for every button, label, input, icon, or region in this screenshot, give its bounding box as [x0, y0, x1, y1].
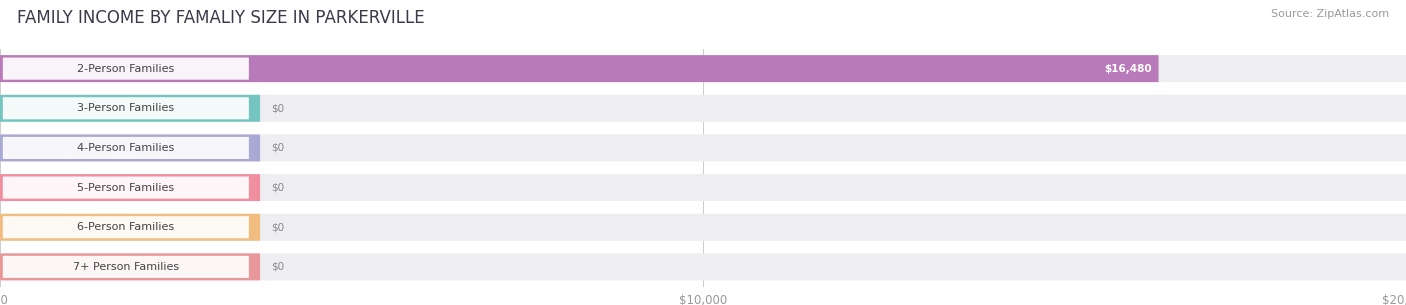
Text: $0: $0 — [271, 262, 284, 272]
FancyBboxPatch shape — [0, 214, 260, 241]
Text: $0: $0 — [271, 222, 284, 232]
Text: 4-Person Families: 4-Person Families — [77, 143, 174, 153]
Text: $0: $0 — [271, 143, 284, 153]
FancyBboxPatch shape — [0, 214, 1406, 241]
Text: 3-Person Families: 3-Person Families — [77, 103, 174, 113]
FancyBboxPatch shape — [3, 58, 249, 80]
FancyBboxPatch shape — [3, 97, 249, 119]
Text: 5-Person Families: 5-Person Families — [77, 183, 174, 192]
FancyBboxPatch shape — [3, 177, 249, 199]
FancyBboxPatch shape — [0, 135, 260, 161]
Text: FAMILY INCOME BY FAMALIY SIZE IN PARKERVILLE: FAMILY INCOME BY FAMALIY SIZE IN PARKERV… — [17, 9, 425, 27]
FancyBboxPatch shape — [0, 95, 260, 122]
Text: $0: $0 — [271, 103, 284, 113]
Text: $0: $0 — [271, 183, 284, 192]
FancyBboxPatch shape — [0, 55, 1159, 82]
FancyBboxPatch shape — [0, 253, 260, 280]
Text: 7+ Person Families: 7+ Person Families — [73, 262, 179, 272]
FancyBboxPatch shape — [0, 174, 260, 201]
FancyBboxPatch shape — [0, 55, 1406, 82]
Text: 6-Person Families: 6-Person Families — [77, 222, 174, 232]
Text: 2-Person Families: 2-Person Families — [77, 64, 174, 74]
Text: $16,480: $16,480 — [1104, 64, 1152, 74]
FancyBboxPatch shape — [0, 174, 1406, 201]
FancyBboxPatch shape — [0, 253, 1406, 280]
Text: Source: ZipAtlas.com: Source: ZipAtlas.com — [1271, 9, 1389, 19]
FancyBboxPatch shape — [3, 137, 249, 159]
FancyBboxPatch shape — [0, 135, 1406, 161]
FancyBboxPatch shape — [0, 95, 1406, 122]
FancyBboxPatch shape — [3, 216, 249, 238]
FancyBboxPatch shape — [3, 256, 249, 278]
